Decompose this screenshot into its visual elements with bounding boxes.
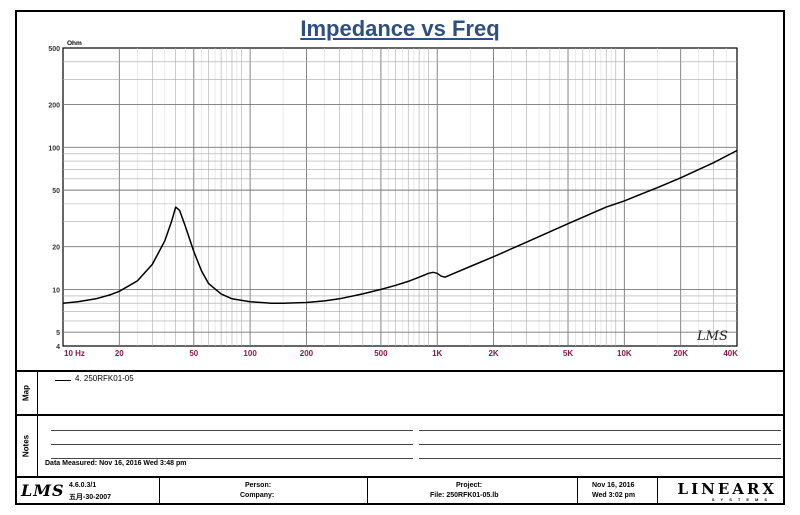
x-tick-label: 500 — [374, 349, 388, 358]
impedance-curve — [62, 149, 738, 304]
note-line — [419, 458, 781, 459]
company-label: Company: — [240, 492, 275, 499]
note-line — [51, 430, 413, 431]
x-tick-label: 40K — [723, 349, 738, 358]
linearx-sub: SYSTEMS — [711, 497, 773, 502]
lms-logo: LMS — [21, 481, 65, 500]
footer-logo-cell: LMS 4.6.0.3/1 五月-30-2007 — [15, 478, 160, 505]
x-tick-label: 1K — [432, 349, 442, 358]
version: 4.6.0.3/1 — [69, 482, 97, 489]
footer-person-cell: Person: Company: — [160, 478, 368, 505]
legend-entry: 4. 250RFK01-05 — [75, 374, 134, 383]
chart-title: Impedance vs Freq — [300, 16, 500, 41]
notes-panel: Notes Data Measured: Nov 16, 2016 Wed 3:… — [15, 414, 785, 476]
footer-project-cell: Project: File: 250RFK01-05.lb — [368, 478, 578, 505]
map-tab: Map — [15, 372, 38, 414]
note-line — [419, 430, 781, 431]
footer-date: Nov 16, 2016 — [592, 482, 635, 489]
y-tick-label: 10 — [52, 287, 60, 294]
x-tick-label: 2K — [488, 349, 498, 358]
note-line — [51, 444, 413, 445]
x-tick-label: 20 — [115, 349, 124, 358]
note-line — [51, 458, 413, 459]
x-tick-label: 10 Hz — [64, 349, 85, 358]
lms-watermark: LMS — [696, 329, 728, 344]
measured-date: Data Measured: Nov 16, 2016 Wed 3:48 pm — [45, 460, 187, 467]
y-tick-label: 200 — [48, 103, 60, 110]
footer: LMS 4.6.0.3/1 五月-30-2007 Person: Company… — [15, 476, 785, 505]
x-tick-label: 5K — [563, 349, 573, 358]
x-tick-label: 10K — [617, 349, 632, 358]
file-label: File: 250RFK01-05.lb — [430, 492, 499, 499]
map-panel: Map 4. 250RFK01-05 — [15, 370, 785, 414]
x-tick-label: 200 — [300, 349, 314, 358]
y-tick-label: 500 — [48, 46, 60, 53]
notes-tab-label: Notes — [21, 434, 31, 458]
linearx-logo: LINEARX — [677, 480, 777, 498]
notes-tab: Notes — [15, 416, 38, 476]
x-tick-label: 50 — [189, 349, 198, 358]
project-label: Project: — [456, 482, 483, 489]
footer-brand-cell: LINEARX SYSTEMS — [658, 478, 785, 505]
y-tick-label: 50 — [52, 188, 60, 195]
footer-time: Wed 3:02 pm — [592, 492, 636, 499]
y-tick-label: 20 — [52, 245, 60, 252]
x-tick-label: 20K — [673, 349, 688, 358]
map-tab-label: Map — [21, 385, 31, 401]
version-date: 五月-30-2007 — [69, 494, 112, 501]
y-tick-label: 100 — [48, 145, 60, 152]
note-line — [419, 444, 781, 445]
x-tick-label: 100 — [243, 349, 257, 358]
y-tick-label: 4 — [56, 344, 60, 351]
person-label: Person: — [245, 482, 272, 489]
y-unit-label: Ohm — [67, 40, 82, 47]
y-tick-label: 5 — [56, 330, 60, 337]
footer-date-cell: Nov 16, 2016 Wed 3:02 pm — [578, 478, 658, 505]
legend-swatch — [55, 380, 71, 381]
